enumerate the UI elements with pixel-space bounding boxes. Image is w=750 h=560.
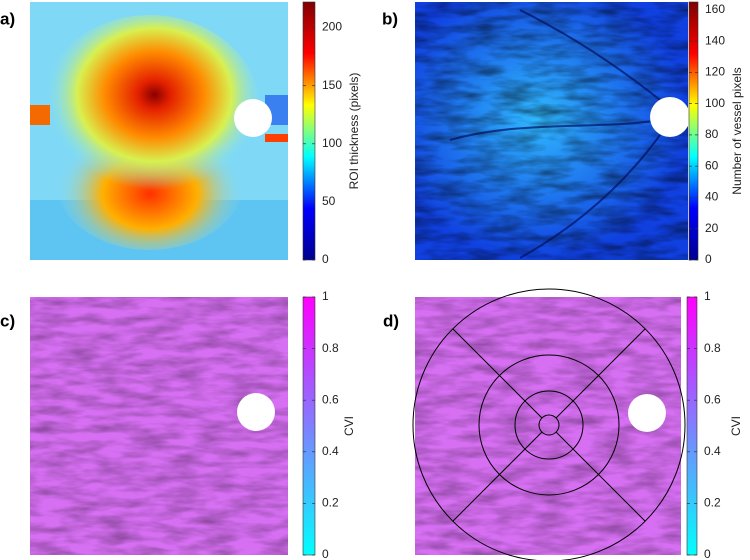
colorbar-tick-label: 140 <box>705 33 725 47</box>
heatmap-image <box>30 2 288 260</box>
colorbar-tick-label: 60 <box>705 158 719 172</box>
colorbar <box>302 1 316 261</box>
colorbar-tick-label: 0.8 <box>322 341 339 355</box>
colorbar <box>686 296 698 556</box>
colorbar-tick-label: 0 <box>322 252 329 266</box>
colorbar-tick-label: 80 <box>705 127 719 141</box>
colorbar-tick-label: 0 <box>704 547 711 560</box>
colorbar <box>688 1 699 261</box>
colorbar-tick-label: 0.6 <box>704 392 721 406</box>
colorbar-tick-label: 100 <box>705 96 725 110</box>
colorbar-tick-label: 0.6 <box>322 392 339 406</box>
colorbar-tick-label: 1 <box>322 289 329 303</box>
heatmap-image <box>415 297 681 555</box>
colorbar-tick-label: 0 <box>322 547 329 560</box>
colorbar-label: CVI <box>342 416 356 436</box>
colorbar-tick-label: 0.4 <box>322 444 339 458</box>
colorbar-tick-label: 0.2 <box>322 496 339 510</box>
panel-label: c) <box>0 311 15 330</box>
panel-label: a) <box>0 9 15 28</box>
colorbar-tick-label: 120 <box>705 65 725 79</box>
colorbar-tick-label: 0.4 <box>704 444 721 458</box>
colorbar-label: Number of vessel pixels <box>730 67 744 194</box>
panel-label: b) <box>382 9 398 28</box>
colorbar-tick-label: 150 <box>322 78 342 92</box>
colorbar-tick-label: 100 <box>322 136 342 150</box>
colorbar-tick-label: 1 <box>704 289 711 303</box>
colorbar-tick-label: 0.8 <box>704 341 721 355</box>
colorbar <box>302 296 316 556</box>
colorbar-tick-label: 40 <box>705 190 719 204</box>
colorbar-tick-label: 160 <box>705 2 725 16</box>
colorbar-tick-label: 50 <box>322 194 336 208</box>
colorbar-tick-label: 200 <box>322 20 342 34</box>
colorbar-label: CVI <box>729 416 743 436</box>
heatmap-image <box>30 297 288 555</box>
colorbar-tick-label: 20 <box>705 221 719 235</box>
panel-label: d) <box>383 311 399 330</box>
colorbar-tick-label: 0 <box>705 252 712 266</box>
heatmap-image <box>415 2 688 260</box>
colorbar-tick-label: 0.2 <box>704 496 721 510</box>
colorbar-label: ROI thickness (pixels) <box>347 73 361 190</box>
etdrs-grid <box>412 288 686 560</box>
